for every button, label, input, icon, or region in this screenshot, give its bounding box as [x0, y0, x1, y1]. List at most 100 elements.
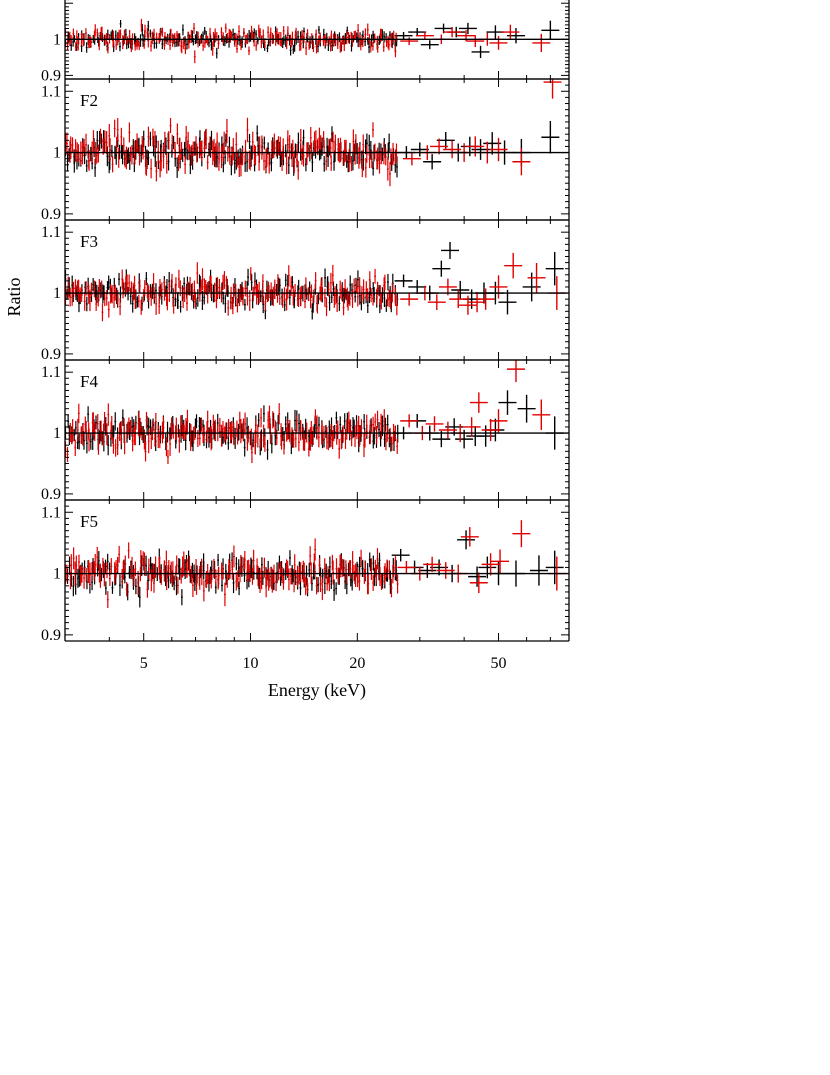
data-point	[297, 433, 300, 452]
data-point	[83, 566, 85, 589]
data-point	[181, 422, 184, 439]
data-point	[292, 44, 295, 54]
data-point	[356, 287, 359, 307]
data-point	[375, 426, 378, 444]
data-point	[95, 415, 97, 430]
data-point	[334, 286, 337, 305]
data-point	[263, 405, 265, 422]
data-point	[142, 289, 145, 303]
data-point	[349, 419, 352, 437]
data-point	[223, 426, 226, 443]
data-point	[105, 423, 108, 446]
data-point	[99, 128, 102, 144]
data-point	[263, 557, 266, 578]
data-point	[168, 282, 171, 302]
data-point	[112, 437, 115, 454]
data-point	[182, 287, 185, 309]
data-point	[263, 436, 266, 452]
data-point	[522, 272, 541, 302]
data-point	[210, 39, 213, 51]
data-point	[300, 285, 303, 299]
data-point	[106, 29, 109, 40]
data-point	[230, 286, 233, 310]
data-point	[357, 270, 359, 289]
data-point	[139, 417, 142, 438]
data-point	[284, 144, 287, 158]
data-point	[89, 290, 91, 312]
data-point	[372, 574, 375, 591]
panel-label: F5	[80, 512, 98, 531]
data-point	[277, 562, 280, 581]
data-point	[380, 292, 383, 310]
data-point	[285, 151, 288, 175]
data-point	[222, 274, 224, 291]
data-point	[400, 292, 419, 306]
data-point	[332, 33, 335, 47]
data-point	[175, 555, 178, 575]
data-point	[81, 424, 84, 446]
data-point	[130, 37, 133, 53]
data-point	[107, 403, 110, 426]
data-point	[246, 117, 249, 143]
data-point	[69, 571, 72, 590]
data-point	[388, 560, 391, 580]
data-point	[74, 420, 77, 435]
data-point	[150, 40, 152, 52]
data-point	[227, 418, 230, 437]
data-point	[250, 274, 253, 291]
data-point	[110, 144, 113, 158]
data-point	[287, 265, 290, 287]
data-point	[83, 292, 86, 311]
data-point	[202, 561, 205, 580]
data-point	[383, 31, 386, 43]
data-point	[134, 41, 137, 51]
data-point	[216, 132, 219, 152]
data-point	[305, 565, 308, 585]
data-point	[121, 269, 124, 289]
data-point	[313, 131, 316, 153]
data-point	[213, 138, 215, 161]
data-point	[118, 29, 121, 43]
data-point	[345, 419, 348, 440]
data-point	[283, 434, 285, 455]
data-point	[171, 33, 174, 47]
data-point	[260, 408, 263, 428]
data-point	[128, 122, 131, 143]
data-point	[318, 127, 321, 150]
data-point	[286, 26, 289, 41]
data-point	[111, 581, 114, 594]
data-point	[339, 416, 342, 433]
data-point	[223, 36, 226, 47]
data-point	[200, 417, 203, 432]
data-point	[221, 579, 223, 592]
data-point	[105, 131, 108, 155]
data-point	[190, 29, 193, 43]
panel-data	[65, 241, 566, 322]
data-point	[327, 434, 330, 451]
data-point	[132, 139, 135, 158]
data-point	[106, 591, 109, 609]
data-point	[122, 279, 124, 299]
data-point	[340, 284, 343, 300]
data-point	[351, 36, 354, 47]
data-point	[163, 279, 166, 301]
data-point	[196, 262, 199, 284]
data-point	[123, 29, 126, 45]
data-point	[111, 155, 114, 173]
data-point	[150, 287, 153, 306]
data-point	[267, 38, 270, 47]
data-point	[336, 36, 339, 49]
data-point	[271, 568, 274, 593]
data-point	[297, 160, 300, 180]
data-point	[153, 573, 155, 593]
data-point	[344, 428, 347, 449]
data-point	[96, 414, 99, 434]
data-point	[184, 154, 187, 174]
data-point	[172, 136, 175, 150]
data-point	[248, 29, 251, 43]
data-point	[383, 274, 386, 291]
data-point	[125, 581, 128, 597]
data-point	[153, 28, 155, 41]
data-point	[262, 295, 265, 314]
data-point	[304, 576, 307, 596]
